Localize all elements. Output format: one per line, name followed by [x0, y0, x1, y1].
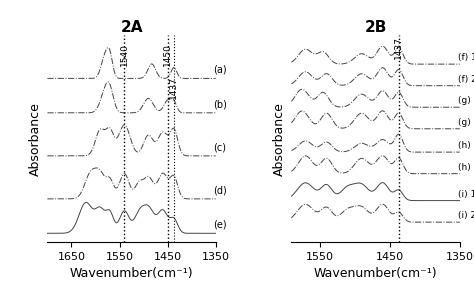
Text: (f) 1: (f) 1 [458, 53, 474, 62]
Text: (i) 2: (i) 2 [458, 211, 474, 220]
Y-axis label: Absorbance: Absorbance [29, 102, 42, 176]
Text: 1540: 1540 [120, 43, 129, 66]
Text: (d): (d) [213, 186, 227, 195]
Text: (f) 2: (f) 2 [458, 75, 474, 84]
Text: (b): (b) [213, 99, 227, 109]
Text: 1437: 1437 [169, 76, 178, 99]
X-axis label: Wavenumber(cm⁻¹): Wavenumber(cm⁻¹) [70, 267, 193, 280]
Text: (h) 1: (h) 1 [458, 141, 474, 150]
Text: (g) 2: (g) 2 [458, 118, 474, 127]
Title: 2A: 2A [120, 20, 143, 35]
X-axis label: Wavenumber(cm⁻¹): Wavenumber(cm⁻¹) [314, 267, 438, 280]
Text: (a): (a) [213, 65, 227, 75]
Title: 2B: 2B [365, 20, 387, 35]
Text: (g) 1: (g) 1 [458, 96, 474, 105]
Text: (i) 1: (i) 1 [458, 190, 474, 199]
Y-axis label: Absorbance: Absorbance [273, 102, 286, 176]
Text: (h) 2: (h) 2 [458, 163, 474, 172]
Text: 1450: 1450 [163, 43, 172, 66]
Text: 1437: 1437 [394, 36, 403, 59]
Text: (e): (e) [213, 220, 227, 230]
Text: (c): (c) [213, 142, 226, 153]
